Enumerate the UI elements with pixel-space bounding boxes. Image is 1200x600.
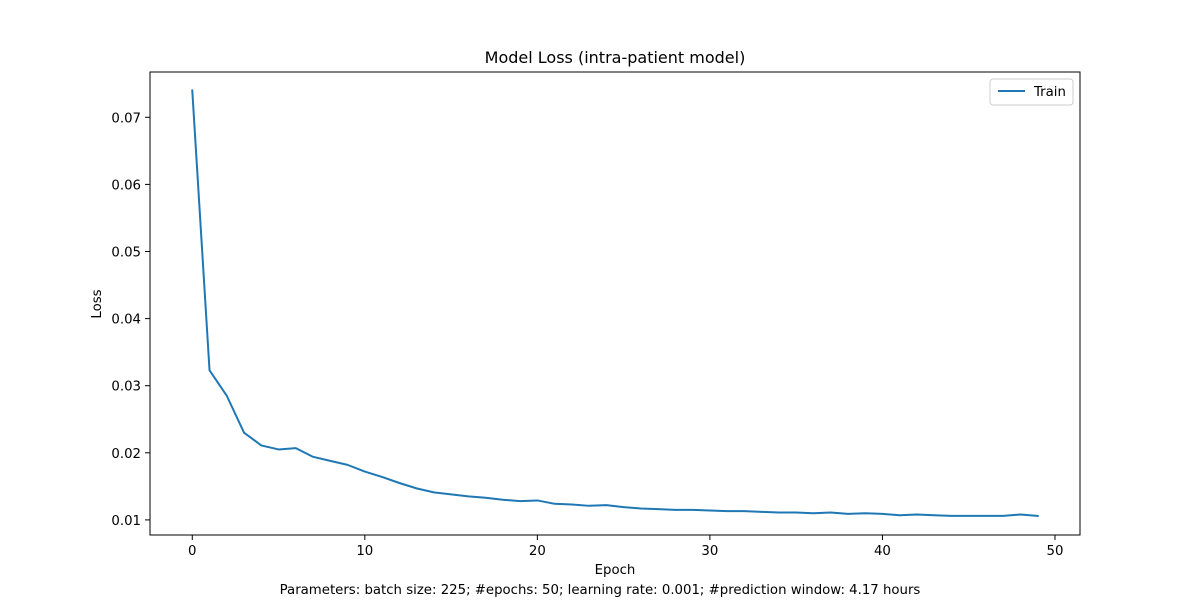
data-point <box>863 511 867 515</box>
data-point <box>1001 514 1005 518</box>
y-tick-label: 0.07 <box>111 111 141 126</box>
parameters-caption: Parameters: batch size: 225; #epochs: 50… <box>280 583 921 598</box>
data-point <box>622 505 626 509</box>
data-point <box>777 511 781 515</box>
x-axis: 0 10 20 30 40 50 <box>188 535 1063 559</box>
data-point <box>846 512 850 516</box>
series-layer <box>190 88 1040 518</box>
data-point <box>242 431 246 435</box>
y-tick-label: 0.01 <box>111 514 141 529</box>
x-tick-label: 40 <box>874 544 891 559</box>
data-point <box>760 510 764 514</box>
legend-box <box>989 78 1074 106</box>
data-point <box>794 511 798 515</box>
data-point <box>570 502 574 506</box>
data-point <box>639 506 643 510</box>
data-point <box>708 509 712 513</box>
data-point <box>725 509 729 513</box>
data-point <box>432 490 436 494</box>
data-point <box>604 503 608 507</box>
data-point <box>259 443 263 447</box>
data-point <box>1036 514 1040 518</box>
x-tick-label: 50 <box>1047 544 1064 559</box>
data-point <box>656 507 660 511</box>
data-point <box>225 394 229 398</box>
x-axis-title: Epoch <box>595 563 636 578</box>
data-point <box>449 492 453 496</box>
data-point <box>1018 513 1022 517</box>
y-tick-label: 0.02 <box>111 447 141 462</box>
data-point <box>811 511 815 515</box>
data-point <box>311 455 315 459</box>
data-point <box>949 514 953 518</box>
data-point <box>363 470 367 474</box>
data-point <box>190 88 194 92</box>
y-axis-title: Loss <box>90 289 105 318</box>
data-point <box>880 512 884 516</box>
data-point <box>967 514 971 518</box>
x-tick-label: 10 <box>356 544 373 559</box>
data-point <box>984 514 988 518</box>
y-tick-label: 0.05 <box>111 245 141 260</box>
y-tick-label: 0.03 <box>111 380 141 395</box>
data-point <box>932 513 936 517</box>
data-point <box>501 498 505 502</box>
data-point <box>742 509 746 513</box>
data-point <box>673 508 677 512</box>
x-tick-label: 0 <box>188 544 196 559</box>
data-point <box>691 508 695 512</box>
data-point <box>415 486 419 490</box>
data-point <box>346 463 350 467</box>
data-point <box>380 475 384 479</box>
plot-frame <box>149 71 1081 536</box>
data-point <box>208 368 212 372</box>
chart-title: Model Loss (intra-patient model) <box>485 48 746 67</box>
data-point <box>829 511 833 515</box>
y-tick-label: 0.06 <box>111 178 141 193</box>
data-point <box>587 504 591 508</box>
plot-area <box>150 72 1080 535</box>
data-point <box>484 496 488 500</box>
legend-label-train: Train <box>1033 85 1066 100</box>
x-tick-label: 30 <box>701 544 718 559</box>
x-tick-label: 20 <box>529 544 546 559</box>
data-point <box>466 494 470 498</box>
data-point <box>397 481 401 485</box>
data-point <box>518 499 522 503</box>
data-point <box>294 446 298 450</box>
legend: Train <box>989 78 1074 106</box>
y-axis: 0.01 0.02 0.03 0.04 0.05 0.06 0.07 <box>111 111 150 529</box>
series-line-train <box>191 89 1039 517</box>
data-point <box>328 459 332 463</box>
data-point <box>535 498 539 502</box>
data-point <box>915 513 919 517</box>
data-point <box>898 513 902 517</box>
data-point <box>553 502 557 506</box>
data-point <box>277 447 281 451</box>
y-tick-label: 0.04 <box>111 313 141 328</box>
